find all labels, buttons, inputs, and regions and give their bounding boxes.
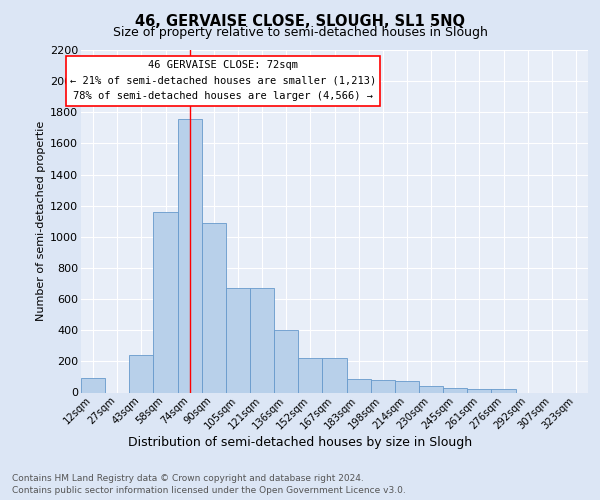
Bar: [419, 386, 443, 392]
Bar: [322, 358, 347, 392]
Bar: [443, 388, 467, 392]
Bar: [298, 358, 322, 392]
Bar: [395, 381, 419, 392]
Bar: [274, 330, 298, 392]
Bar: [491, 388, 515, 392]
Text: 46 GERVAISE CLOSE: 72sqm
← 21% of semi-detached houses are smaller (1,213)
78% o: 46 GERVAISE CLOSE: 72sqm ← 21% of semi-d…: [70, 60, 376, 102]
Bar: [467, 388, 491, 392]
Bar: [371, 380, 395, 392]
Bar: [81, 378, 105, 392]
Text: Distribution of semi-detached houses by size in Slough: Distribution of semi-detached houses by …: [128, 436, 472, 449]
Text: 46, GERVAISE CLOSE, SLOUGH, SL1 5NQ: 46, GERVAISE CLOSE, SLOUGH, SL1 5NQ: [135, 14, 465, 29]
Text: Contains public sector information licensed under the Open Government Licence v3: Contains public sector information licen…: [12, 486, 406, 495]
Text: Contains HM Land Registry data © Crown copyright and database right 2024.: Contains HM Land Registry data © Crown c…: [12, 474, 364, 483]
Text: Size of property relative to semi-detached houses in Slough: Size of property relative to semi-detach…: [113, 26, 487, 39]
Bar: [178, 118, 202, 392]
Bar: [202, 223, 226, 392]
Bar: [226, 288, 250, 393]
Y-axis label: Number of semi-detached propertie: Number of semi-detached propertie: [36, 121, 46, 322]
Bar: [250, 288, 274, 393]
Bar: [347, 380, 371, 392]
Bar: [154, 212, 178, 392]
Bar: [129, 355, 154, 393]
